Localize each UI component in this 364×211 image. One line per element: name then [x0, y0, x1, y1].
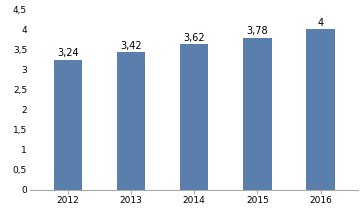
Bar — [243, 38, 272, 189]
Bar — [180, 44, 208, 189]
Text: 3,42: 3,42 — [120, 41, 142, 51]
Bar — [54, 60, 82, 189]
Text: 3,24: 3,24 — [57, 48, 79, 58]
Bar — [117, 52, 145, 189]
Bar — [306, 29, 335, 189]
Text: 3,62: 3,62 — [183, 33, 205, 43]
Text: 4: 4 — [317, 18, 324, 27]
Text: 3,78: 3,78 — [246, 26, 268, 36]
